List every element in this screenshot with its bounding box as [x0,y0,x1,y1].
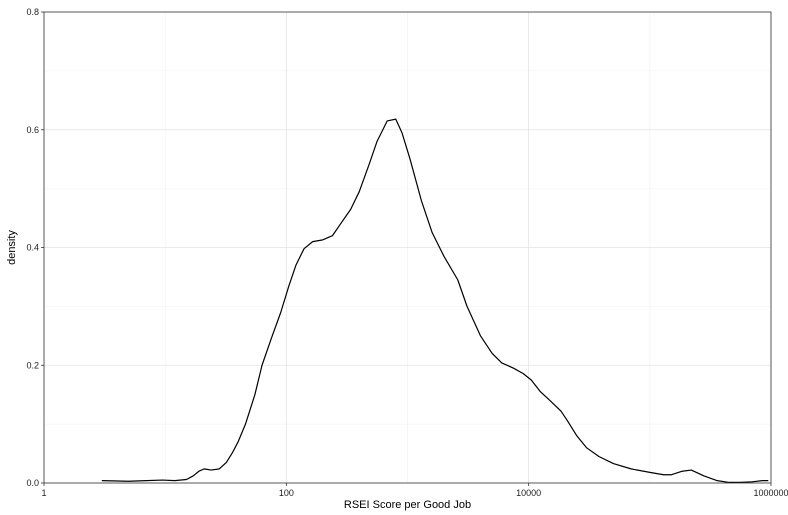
y-tick-label: 0.6 [26,125,39,135]
y-tick-label: 0.4 [26,243,39,253]
density-curve-group [101,118,769,484]
density-curve [101,118,769,484]
y-tick-label: 0.2 [26,360,39,370]
x-tick-label: 1 [41,488,46,498]
grid-lines [43,11,772,484]
y-tick-label: 0.0 [26,478,39,488]
x-tick-label: 100 [279,488,294,498]
y-axis-title: density [6,230,18,265]
x-tick-label: 1000000 [753,488,788,498]
x-tick-label: 10000 [516,488,541,498]
axis-ticks: 1 100 10000 1000000 0.0 0.2 0.4 0.6 0.8 [26,7,788,498]
y-tick-label: 0.8 [26,7,39,17]
x-axis-title: RSEI Score per Good Job [344,499,471,511]
